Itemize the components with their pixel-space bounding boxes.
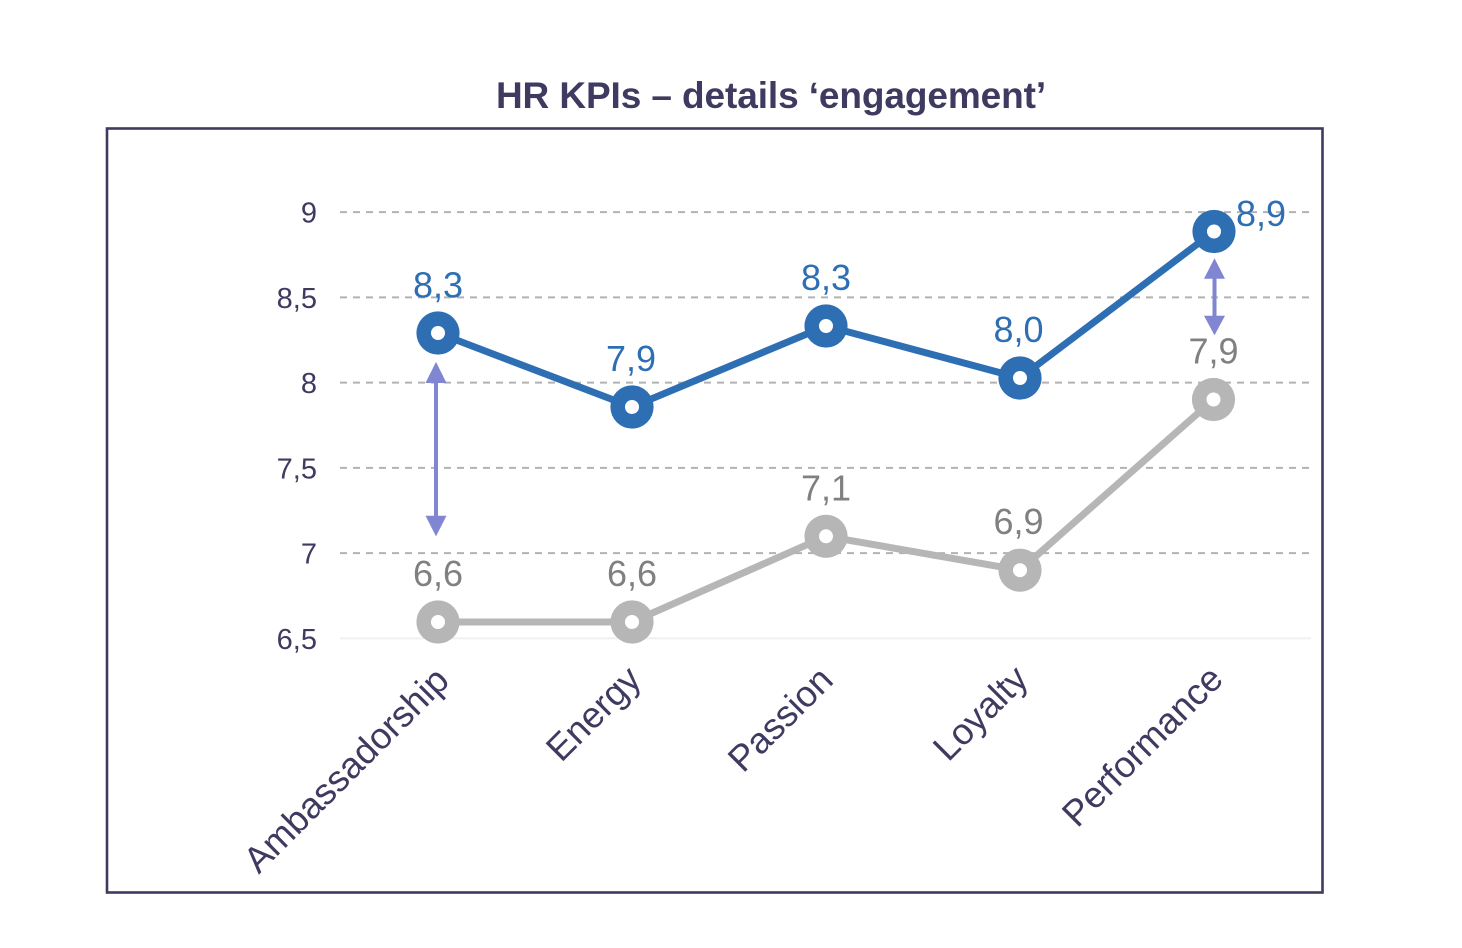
- svg-text:Ambassadorship: Ambassadorship: [235, 659, 456, 880]
- svg-text:8: 8: [301, 368, 317, 400]
- svg-text:HR KPIs – details ‘engagement’: HR KPIs – details ‘engagement’: [496, 75, 1046, 116]
- svg-text:6,6: 6,6: [413, 553, 463, 594]
- svg-text:8,0: 8,0: [993, 309, 1043, 350]
- svg-text:8,3: 8,3: [413, 265, 463, 306]
- svg-text:6,6: 6,6: [607, 553, 657, 594]
- svg-text:7,9: 7,9: [606, 338, 656, 379]
- svg-text:Loyalty: Loyalty: [925, 657, 1036, 768]
- svg-text:Performance: Performance: [1054, 658, 1231, 835]
- svg-text:6,9: 6,9: [993, 501, 1043, 542]
- svg-text:7,1: 7,1: [801, 467, 851, 508]
- svg-text:8,5: 8,5: [277, 283, 317, 315]
- svg-text:7,9: 7,9: [1188, 331, 1238, 372]
- svg-text:Energy: Energy: [538, 658, 649, 769]
- svg-text:7,5: 7,5: [277, 453, 317, 485]
- svg-text:8,9: 8,9: [1236, 193, 1286, 234]
- svg-text:9: 9: [301, 198, 317, 230]
- svg-text:7: 7: [301, 539, 317, 571]
- svg-text:8,3: 8,3: [801, 257, 851, 298]
- svg-text:Passion: Passion: [720, 659, 841, 780]
- svg-text:6,5: 6,5: [277, 624, 317, 656]
